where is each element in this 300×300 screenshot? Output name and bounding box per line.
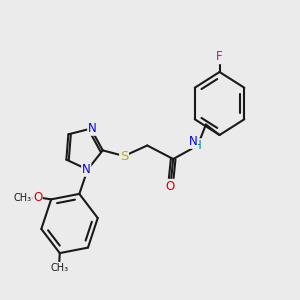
Text: CH₃: CH₃	[14, 193, 32, 203]
Text: N: N	[88, 122, 97, 135]
Text: H: H	[194, 139, 202, 152]
Text: CH₃: CH₃	[50, 262, 68, 272]
Text: N: N	[82, 163, 91, 176]
Text: S: S	[120, 149, 128, 163]
Text: F: F	[216, 50, 223, 64]
Text: O: O	[166, 179, 175, 193]
Text: O: O	[33, 191, 42, 204]
Text: N: N	[188, 135, 197, 148]
